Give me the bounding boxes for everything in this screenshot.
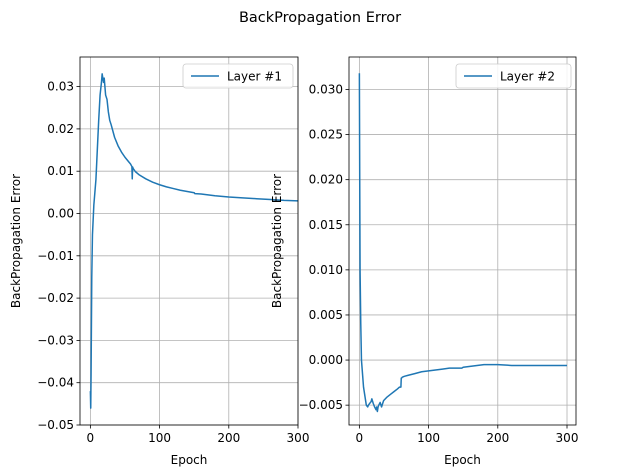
y-tick-label: 0.01 — [47, 164, 74, 178]
y-tick-label: −0.03 — [37, 333, 74, 347]
axes-frame — [348, 56, 577, 426]
series-line-1 — [358, 73, 567, 413]
y-axis-label: BackPropagation Error — [270, 174, 284, 308]
x-tick-label: 100 — [148, 431, 171, 445]
legend-label: Layer #1 — [227, 70, 282, 84]
y-tick-label: 0.020 — [309, 173, 343, 187]
x-tick-label: 300 — [556, 431, 579, 445]
x-tick-label: 0 — [356, 431, 364, 445]
x-tick-label: 0 — [87, 431, 95, 445]
legend-box — [455, 63, 572, 89]
chart-panel-layer-1: 0 100 200 300 −0.05 −0.04 −0.03 −0.02 −0.01 0.00 0… — [9, 56, 310, 467]
y-tick-label: −0.01 — [37, 249, 74, 263]
x-tick-label: 300 — [287, 431, 310, 445]
x-axis-label: Epoch — [171, 453, 208, 467]
y-tick-label: 0.005 — [309, 308, 343, 322]
y-tick-label: 0.02 — [47, 122, 74, 136]
y-tick-label: 0.03 — [47, 80, 74, 94]
legend-box — [182, 63, 294, 89]
x-axis-label: Epoch — [444, 453, 481, 467]
x-tick-label: 100 — [417, 431, 440, 445]
y-tick-label: −0.005 — [299, 398, 343, 412]
series-line-1 — [89, 73, 298, 409]
figure-title: BackPropagation Error — [239, 10, 401, 26]
y-axis-label: BackPropagation Error — [9, 174, 23, 308]
y-tick-label: −0.05 — [37, 418, 74, 432]
y-tick-label: 0.000 — [309, 353, 343, 367]
legend-label: Layer #2 — [500, 70, 555, 84]
y-tick-label: −0.04 — [37, 376, 74, 390]
x-tick-label: 200 — [217, 431, 240, 445]
y-tick-label: 0.00 — [47, 207, 74, 221]
y-tick-label: 0.025 — [309, 128, 343, 142]
y-tick-label: 0.010 — [309, 263, 343, 277]
y-tick-label: 0.015 — [309, 218, 343, 232]
axes-frame — [79, 56, 299, 426]
y-tick-label: 0.030 — [309, 82, 343, 96]
chart-panel-layer-2: 0 100 200 300 −0.005 0.000 0.005 0.010 0.015 0.02… — [270, 56, 579, 467]
x-tick-label: 200 — [486, 431, 509, 445]
y-tick-label: −0.02 — [37, 291, 74, 305]
